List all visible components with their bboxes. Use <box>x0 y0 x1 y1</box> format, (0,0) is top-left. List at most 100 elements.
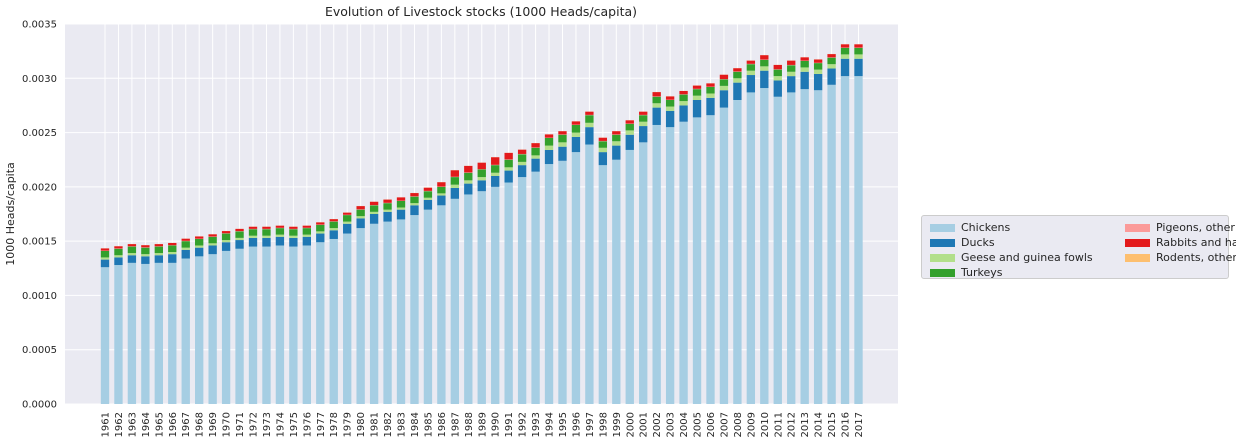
bar-segment <box>706 115 715 404</box>
bar-segment <box>504 152 513 160</box>
bar-segment <box>141 263 150 404</box>
legend-swatch <box>1125 238 1150 247</box>
bar-segment <box>100 267 110 404</box>
legend-swatch <box>930 253 955 262</box>
bar-segment <box>289 237 298 247</box>
bar-segment <box>423 209 433 404</box>
legend-label: Pigeons, other birds <box>1156 221 1236 234</box>
x-tick-label: 1971 <box>235 412 246 437</box>
bar-segment <box>127 253 137 256</box>
bar-segment <box>356 218 365 229</box>
x-tick-label: 2013 <box>800 412 811 437</box>
bar-segment <box>221 233 231 241</box>
bar-segment <box>840 54 850 59</box>
bar-segment <box>760 88 769 405</box>
bar-segment <box>235 248 244 404</box>
bar-segment <box>813 63 823 70</box>
bar-segment <box>208 234 217 237</box>
bar-segment <box>275 245 285 404</box>
x-tick-label: 2001 <box>639 412 650 437</box>
bar-segment <box>639 142 648 405</box>
bar-segment <box>356 206 365 210</box>
bar-segment <box>531 147 540 156</box>
bar-segment <box>719 74 729 80</box>
bar-segment <box>639 115 648 122</box>
bar-segment <box>598 137 608 141</box>
bar-segment <box>168 262 177 404</box>
bar-segment <box>154 262 163 404</box>
bar-segment <box>719 85 729 91</box>
bar-segment <box>773 80 782 97</box>
bar-segment <box>316 224 325 232</box>
bar-segment <box>787 60 796 65</box>
bar-segment <box>141 247 150 255</box>
bar-segment <box>639 126 648 143</box>
bar-segment <box>235 240 244 249</box>
bar-segment <box>639 111 648 115</box>
legend-entries: Chickens Pigeons, other birds Ducks Rabbits… <box>930 221 1236 279</box>
x-tick-label: 1978 <box>329 412 340 437</box>
bar-segment <box>316 242 325 404</box>
bar-segment <box>396 207 406 210</box>
bar-segment <box>423 187 433 191</box>
x-tick-label: 1965 <box>154 412 165 437</box>
bar-segment <box>585 127 594 145</box>
x-tick-label: 1986 <box>437 412 448 437</box>
legend-entry: Rodents, other <box>1125 251 1236 264</box>
x-tick-label: 2005 <box>693 412 704 437</box>
bar-segment <box>235 228 244 232</box>
bar-segment <box>571 124 581 133</box>
bar-segment <box>719 90 729 108</box>
bar-segment <box>221 242 231 251</box>
bar-segment <box>464 180 473 184</box>
bar-segment <box>127 262 137 404</box>
bar-segment <box>141 245 150 248</box>
bar-segment <box>329 219 338 222</box>
bar-segment <box>558 142 567 147</box>
x-tick-label: 1974 <box>275 412 286 437</box>
bar-segment <box>571 136 581 153</box>
bar-segment <box>558 160 567 404</box>
bar-segment <box>437 182 446 187</box>
y-tick-labels: 0.0000 0.0005 0.0010 0.0015 0.0020 0.0025 0.00… <box>22 20 57 411</box>
bar-segment <box>612 145 621 160</box>
bar-segment <box>517 161 527 166</box>
bar-segment <box>423 199 433 210</box>
bar-segment <box>625 134 634 150</box>
x-tick-label: 2002 <box>652 412 663 437</box>
y-tick-label: 0.0015 <box>22 237 57 248</box>
bar-segment <box>773 69 782 77</box>
x-tick-label: 1989 <box>477 412 488 437</box>
bar-segment <box>746 64 756 71</box>
bar-segment <box>383 209 392 212</box>
x-tick-label: 2012 <box>787 412 798 437</box>
bar-segment <box>383 199 392 203</box>
bar-segment <box>665 100 675 107</box>
bar-segment <box>168 245 177 252</box>
bar-segment <box>840 76 850 404</box>
bar-segment <box>504 182 513 404</box>
x-tick-label: 1961 <box>101 412 112 437</box>
bar-segment <box>208 243 217 246</box>
bar-segment <box>235 237 244 241</box>
x-tick-label: 1966 <box>168 412 179 437</box>
bar-segment <box>275 236 285 246</box>
x-tick-label: 2007 <box>719 412 730 437</box>
bar-segment <box>221 250 231 404</box>
x-tick-label: 1999 <box>612 412 623 437</box>
bar-segment <box>854 54 863 59</box>
bar-segment <box>410 193 419 197</box>
bar-segment <box>343 212 352 215</box>
bar-segment <box>639 121 648 127</box>
bar-segment <box>369 214 379 224</box>
bar-segment <box>195 245 204 248</box>
x-tick-label: 1991 <box>504 412 515 437</box>
bar-segment <box>544 134 554 138</box>
x-tick-label: 1979 <box>343 412 354 437</box>
bar-segment <box>396 219 406 404</box>
bar-segment <box>746 70 756 76</box>
bar-segment <box>329 228 338 231</box>
y-tick-label: 0.0035 <box>22 20 57 31</box>
x-tick-label: 1970 <box>222 412 233 437</box>
bar-segment <box>450 187 460 199</box>
